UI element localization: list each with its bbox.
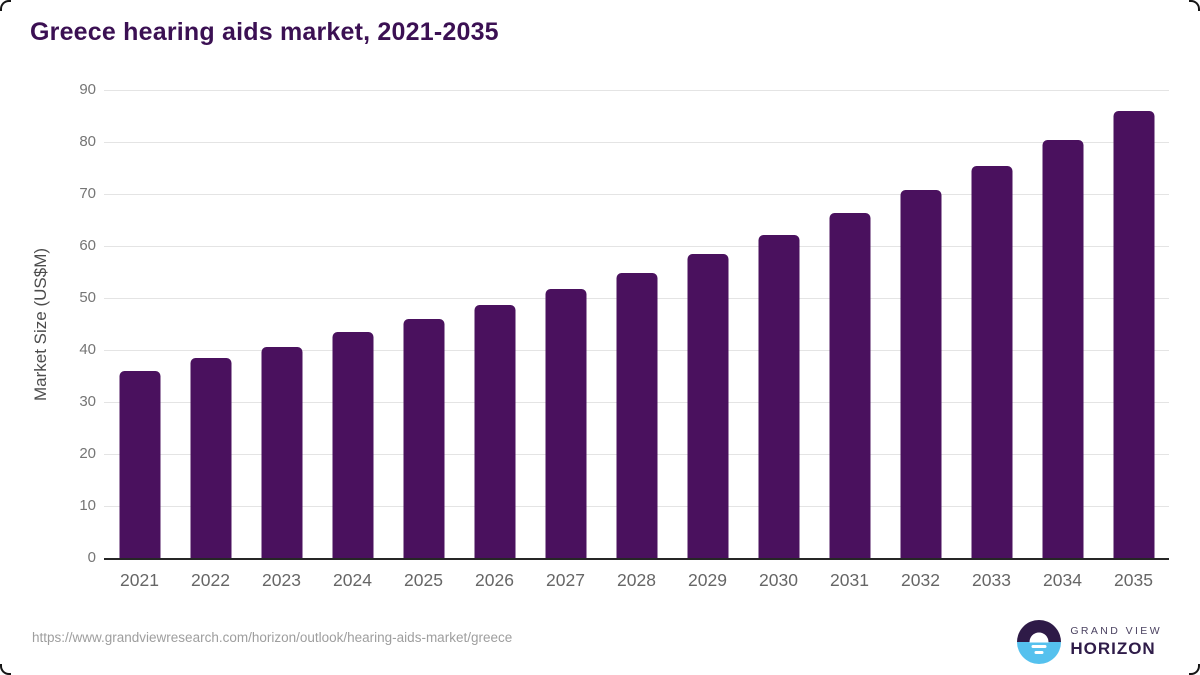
x-tick-label-2021: 2021 xyxy=(120,570,159,590)
bar-2024[interactable] xyxy=(332,332,373,558)
bar-2028[interactable] xyxy=(616,272,657,558)
gridline-80 xyxy=(104,142,1169,143)
bar-2032[interactable] xyxy=(900,190,941,558)
bar-2025[interactable] xyxy=(403,319,444,558)
bar-series: 2021 2022 2023 2024 2025 2026 2027 2028 2029 2030… xyxy=(104,90,1169,590)
x-tick-label-2034: 2034 xyxy=(1043,570,1082,590)
bar-2029[interactable] xyxy=(687,254,728,558)
bar-slot-2022: 2022 xyxy=(175,90,246,590)
bar-2021[interactable] xyxy=(119,370,160,558)
bar-2023[interactable] xyxy=(261,347,302,558)
bar-slot-2026: 2026 xyxy=(459,90,530,590)
y-tick-label-60: 60 xyxy=(79,237,96,254)
y-tick-label-70: 70 xyxy=(79,185,96,202)
y-tick-label-50: 50 xyxy=(79,289,96,306)
bar-2030[interactable] xyxy=(758,234,799,558)
gridline-60 xyxy=(104,246,1169,247)
x-tick-label-2027: 2027 xyxy=(546,570,585,590)
y-tick-label-90: 90 xyxy=(79,81,96,98)
x-tick-label-2022: 2022 xyxy=(191,570,230,590)
bar-slot-2021: 2021 xyxy=(104,90,175,590)
rounded-corner-top-left xyxy=(0,0,11,11)
bar-2035[interactable] xyxy=(1113,110,1154,558)
bar-slot-2025: 2025 xyxy=(388,90,459,590)
x-tick-label-2031: 2031 xyxy=(830,570,869,590)
y-tick-label-30: 30 xyxy=(79,393,96,410)
y-tick-label-80: 80 xyxy=(79,133,96,150)
x-tick-label-2026: 2026 xyxy=(475,570,514,590)
logo-product-name: HORIZON xyxy=(1070,639,1156,658)
bar-slot-2028: 2028 xyxy=(601,90,672,590)
bar-slot-2032: 2032 xyxy=(885,90,956,590)
bar-2033[interactable] xyxy=(971,165,1012,558)
y-tick-label-20: 20 xyxy=(79,445,96,462)
x-tick-label-2025: 2025 xyxy=(404,570,443,590)
bar-slot-2024: 2024 xyxy=(317,90,388,590)
grandview-horizon-logo: GRAND VIEW HORIZON xyxy=(1017,620,1162,664)
bar-slot-2033: 2033 xyxy=(956,90,1027,590)
gridline-90 xyxy=(104,90,1169,91)
logo-text: GRAND VIEW HORIZON xyxy=(1070,625,1162,659)
bar-slot-2035: 2035 xyxy=(1098,90,1169,590)
bar-2031[interactable] xyxy=(829,213,870,558)
y-tick-label-10: 10 xyxy=(79,497,96,514)
y-tick-label-0: 0 xyxy=(87,549,96,566)
rounded-corner-top-right xyxy=(1189,0,1200,11)
rounded-corner-bottom-left xyxy=(0,664,11,675)
x-tick-label-2028: 2028 xyxy=(617,570,656,590)
x-tick-label-2030: 2030 xyxy=(759,570,798,590)
bar-slot-2034: 2034 xyxy=(1027,90,1098,590)
source-url: https://www.grandviewresearch.com/horizo… xyxy=(32,630,513,645)
x-tick-label-2035: 2035 xyxy=(1114,570,1153,590)
bar-slot-2023: 2023 xyxy=(246,90,317,590)
bar-2026[interactable] xyxy=(474,305,515,558)
x-tick-label-2023: 2023 xyxy=(262,570,301,590)
y-tick-label-40: 40 xyxy=(79,341,96,358)
y-axis-title: Market Size (US$M) xyxy=(31,247,50,401)
horizon-sun-icon xyxy=(1017,620,1062,664)
rounded-corner-bottom-right xyxy=(1189,664,1200,675)
bar-2027[interactable] xyxy=(545,289,586,558)
logo-brand-name: GRAND VIEW xyxy=(1070,625,1162,637)
gridline-70 xyxy=(104,194,1169,195)
x-tick-label-2032: 2032 xyxy=(901,570,940,590)
plot-area: 0 10 20 30 40 50 60 70 80 90 2021 2022 2023 2024 2025… xyxy=(79,81,1169,590)
bar-slot-2027: 2027 xyxy=(530,90,601,590)
bar-slot-2031: 2031 xyxy=(814,90,885,590)
bar-2022[interactable] xyxy=(190,358,231,558)
page-title: Greece hearing aids market, 2021-2035 xyxy=(30,18,499,46)
x-tick-label-2033: 2033 xyxy=(972,570,1011,590)
bar-slot-2030: 2030 xyxy=(743,90,814,590)
x-tick-label-2029: 2029 xyxy=(688,570,727,590)
x-tick-label-2024: 2024 xyxy=(333,570,372,590)
bar-slot-2029: 2029 xyxy=(672,90,743,590)
bar-2034[interactable] xyxy=(1042,140,1083,558)
